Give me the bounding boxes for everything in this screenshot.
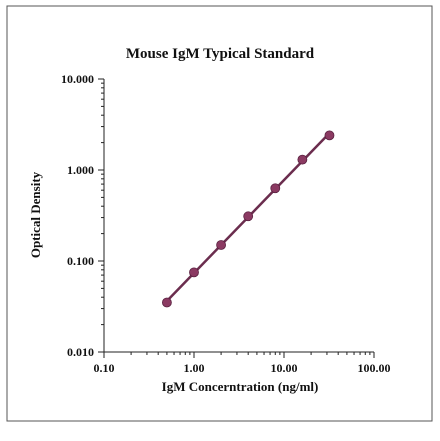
- data-point: [324, 130, 335, 141]
- y-tick-label: 10.000: [61, 72, 94, 86]
- data-point: [243, 211, 254, 222]
- axes: [98, 78, 375, 358]
- x-tick-label: 10.00: [271, 361, 298, 375]
- y-tick-label: 0.100: [67, 254, 94, 268]
- y-axis-title: Optical Density: [28, 171, 43, 258]
- data-points: [162, 130, 335, 308]
- data-point: [216, 240, 226, 250]
- y-tick-label: 0.010: [67, 345, 94, 359]
- y-tick-label: 1.000: [67, 163, 94, 177]
- x-axis-title: IgM Concerntration (ng/ml): [162, 379, 319, 394]
- x-tick-label: 100.00: [358, 361, 391, 375]
- data-point: [162, 297, 172, 308]
- x-tick-label: 0.10: [94, 361, 115, 375]
- x-tick-label: 1.00: [184, 361, 205, 375]
- chart-title: Mouse IgM Typical Standard: [126, 46, 315, 62]
- data-point: [189, 267, 199, 278]
- tick-labels: 0.010 0.100 1.000 10.000 0.10 1.00 10.00 100.00: [61, 72, 391, 375]
- data-point: [297, 154, 308, 165]
- data-point: [270, 183, 281, 194]
